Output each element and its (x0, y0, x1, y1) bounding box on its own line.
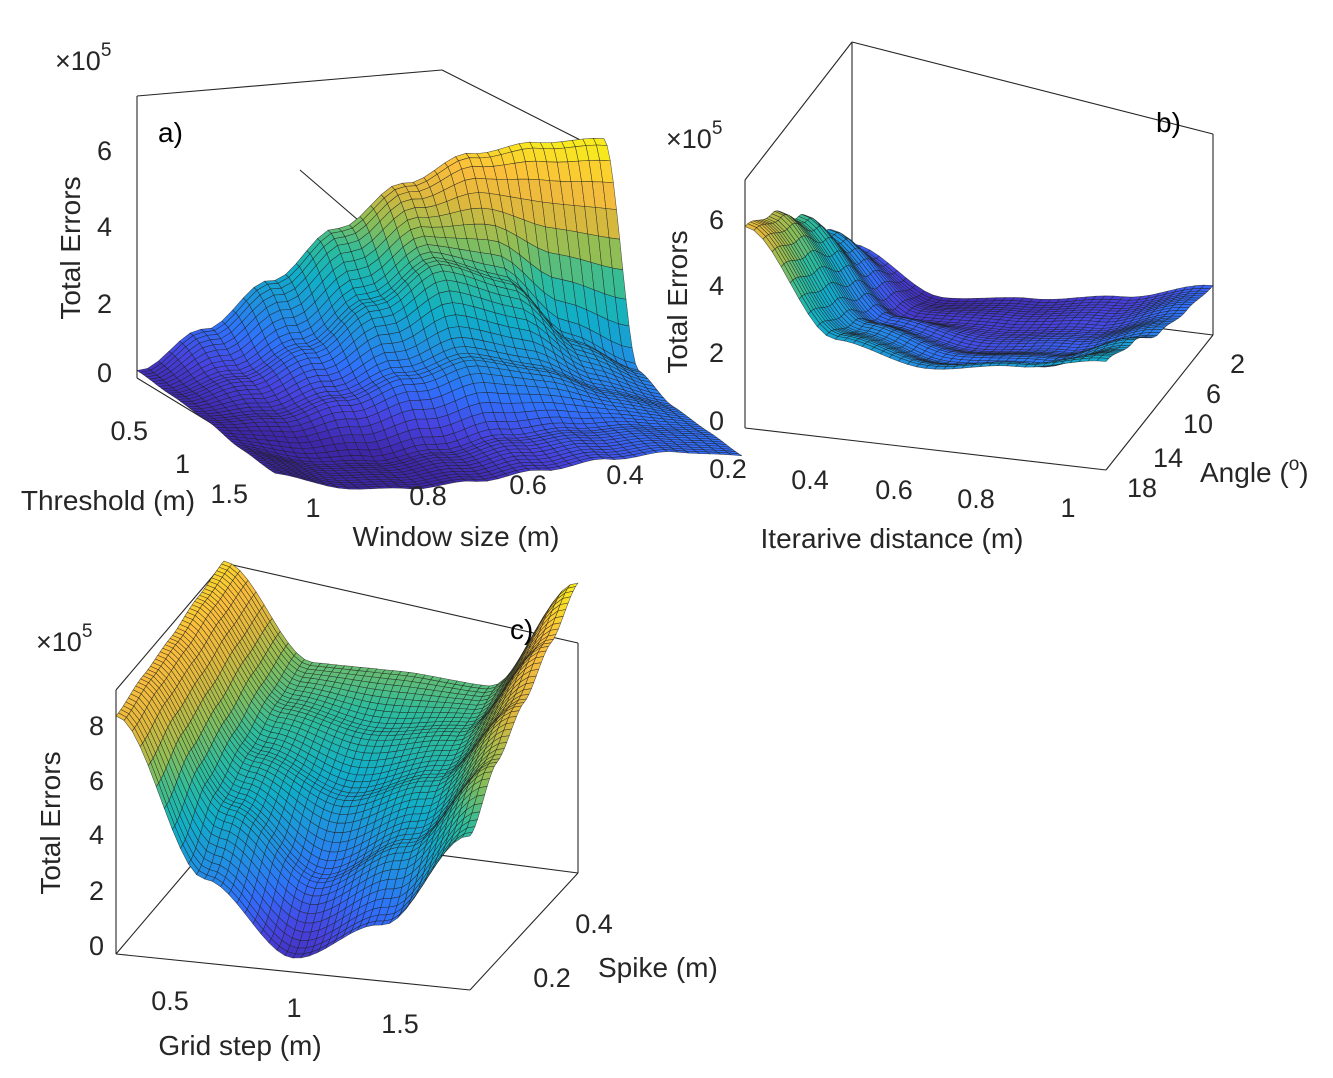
surface-plot-a: 6 4 2 0 0.5 1 1.5 1 0.8 0.6 0.4 ×105 a) … (0, 0, 743, 560)
surface-patch (355, 486, 372, 490)
xlabel-a: Window size (m) (353, 521, 560, 552)
surface-patch (1096, 357, 1110, 362)
ztick: 0 (709, 406, 724, 436)
xlabel-b: Iterarive distance (m) (761, 523, 1024, 554)
ytick: 18 (1127, 473, 1157, 503)
surface-patch (472, 478, 489, 482)
z-multiplier-b: ×105 (666, 118, 722, 154)
ytick: 6 (1206, 379, 1221, 409)
zlabel-b: Total Errors (662, 230, 693, 373)
plot-a-ticks: 6 4 2 0 0.5 1 1.5 1 0.8 0.6 0.4 (97, 136, 644, 523)
ztick: 4 (709, 271, 724, 301)
ytick: 2 (1230, 349, 1245, 379)
xtick: 1 (1060, 493, 1075, 523)
ztick: 0 (97, 358, 112, 388)
surface-patch (728, 452, 743, 457)
ytick: 14 (1153, 443, 1183, 473)
ytick: 1 (175, 449, 190, 479)
surface-patch (1024, 364, 1038, 368)
plot-b-surface (744, 210, 1214, 370)
surface-patch (408, 486, 425, 490)
plot-b-canvas: 6 4 2 0 0.2 0.4 0.6 0.8 1 2 6 10 14 18 ×… (662, 41, 1309, 554)
xtick: 0.8 (409, 481, 447, 511)
plot-c-surface (115, 560, 579, 959)
xtick: 1 (305, 493, 320, 523)
z-multiplier-a: ×105 (55, 40, 111, 76)
ztick: 2 (97, 289, 112, 319)
panel-label-b: b) (1156, 107, 1181, 138)
ztick: 6 (709, 205, 724, 235)
xtick: 0.4 (791, 465, 829, 495)
xtick: 0.2 (709, 454, 747, 484)
zlabel-a: Total Errors (55, 176, 86, 319)
ylabel-b: Angle (o) (1200, 454, 1309, 488)
ytick: 10 (1183, 409, 1213, 439)
surface-plot-b: 6 4 2 0 0.2 0.4 0.6 0.8 1 2 6 10 14 18 ×… (640, 0, 1333, 560)
xtick: 0.6 (509, 470, 547, 500)
ytick: 1.5 (210, 479, 248, 509)
surface-patch (610, 456, 627, 460)
surface-patch (536, 467, 552, 471)
ytick: 0.5 (110, 416, 148, 446)
plot-b-ticks: 6 4 2 0 0.2 0.4 0.6 0.8 1 2 6 10 14 18 (709, 205, 1245, 523)
surface-patch (942, 365, 956, 370)
ztick: 4 (97, 212, 112, 242)
ylabel-a: Threshold (m) (21, 485, 195, 516)
xtick: 0.4 (606, 460, 644, 490)
plot-a-surface (136, 138, 743, 490)
ztick: 6 (97, 136, 112, 166)
ztick: 2 (709, 338, 724, 368)
panel-label-a: a) (158, 117, 183, 148)
surface-plot-c: 8 6 4 2 0 0.5 1 1.5 0.2 0.4 ×105 c) Tota… (0, 555, 760, 1078)
xtick: 0.8 (957, 484, 995, 514)
plot-a-canvas: 6 4 2 0 0.5 1 1.5 1 0.8 0.6 0.4 ×105 a) … (21, 40, 743, 552)
xtick: 0.6 (875, 475, 913, 505)
plot-c-canvas: 8 6 4 2 0 0.5 1 1.5 0.2 0.4 ×105 c) Tota… (35, 560, 718, 1061)
